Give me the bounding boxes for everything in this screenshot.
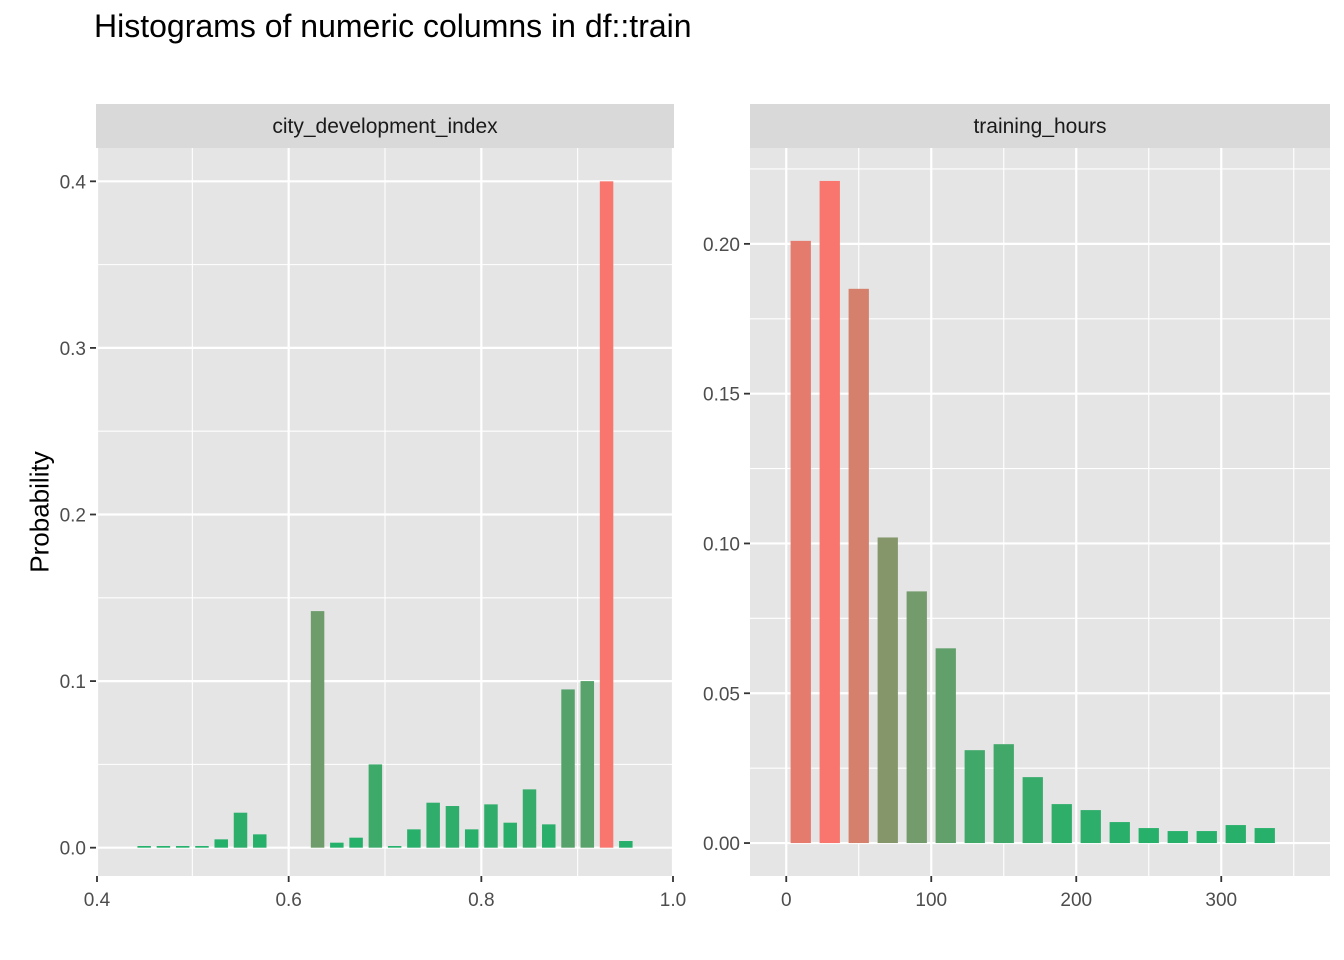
histogram-bar xyxy=(580,681,595,848)
x-tick-label: 0.6 xyxy=(275,890,301,911)
panel-training-hours: training_hours 0 100 200 300 0.00 0.05 0.10 0.15… xyxy=(703,104,1330,911)
histogram-bar xyxy=(1022,777,1043,844)
y-tick-label: 0.10 xyxy=(703,534,740,555)
y-tick-label: 0.15 xyxy=(703,385,740,406)
histogram-bar xyxy=(1225,825,1246,844)
facet-strip xyxy=(96,104,674,148)
histogram-bar xyxy=(1051,804,1072,844)
facet-strip xyxy=(750,104,1330,148)
y-tick-label: 0.0 xyxy=(60,839,86,860)
histogram-bar xyxy=(156,846,171,848)
histogram-bar xyxy=(195,846,209,848)
y-tick-label: 0.1 xyxy=(60,672,86,693)
histogram-bar xyxy=(349,837,363,848)
x-tick-label: 200 xyxy=(1060,890,1092,911)
histogram-bar xyxy=(503,822,517,848)
histogram-bar xyxy=(935,648,956,844)
histogram-bar xyxy=(253,834,267,848)
histogram-bar xyxy=(407,829,421,848)
histogram-bar xyxy=(330,842,344,848)
histogram-bar xyxy=(233,812,248,848)
x-tick-label: 1.0 xyxy=(660,890,686,911)
x-tick-label: 0.8 xyxy=(468,890,494,911)
histogram-bar xyxy=(542,824,556,848)
histogram-bar xyxy=(848,288,869,844)
facet-strip-label: city_development_index xyxy=(272,115,498,138)
y-tick-label: 0.20 xyxy=(703,235,740,256)
histogram-bar xyxy=(1167,831,1188,844)
y-tick-label: 0.2 xyxy=(60,505,86,526)
histogram-bar xyxy=(214,839,228,848)
histogram-bar xyxy=(522,789,537,848)
histogram-bar xyxy=(599,181,614,848)
histogram-bar xyxy=(310,611,325,848)
y-tick-label: 0.05 xyxy=(703,684,740,705)
histogram-bar xyxy=(175,846,190,848)
histogram-bar xyxy=(993,744,1014,844)
facet-strip-label: training_hours xyxy=(973,115,1106,138)
x-tick-label: 0 xyxy=(781,890,792,911)
x-tick-label: 0.4 xyxy=(84,890,111,911)
histogram-bar xyxy=(387,846,402,848)
histogram-bar xyxy=(445,806,460,848)
histogram-bar xyxy=(1109,822,1130,844)
histogram-bar xyxy=(1254,828,1275,844)
y-tick-label: 0.4 xyxy=(60,172,87,193)
histogram-bar xyxy=(426,802,440,848)
histogram-bar xyxy=(464,829,479,848)
x-tick-label: 100 xyxy=(915,890,947,911)
chart-title: Histograms of numeric columns in df::tra… xyxy=(94,8,692,44)
y-tick-label: 0.00 xyxy=(703,834,740,855)
histogram-bar xyxy=(484,804,498,848)
histogram-bar xyxy=(819,180,840,844)
histogram-bar xyxy=(619,841,633,848)
panel-city-development-index: city_development_index 0.4 0.6 0.8 1.0 0.0 0.1… xyxy=(60,104,686,911)
histogram-bar xyxy=(964,750,985,844)
histogram-bar xyxy=(906,591,927,844)
histogram-bar xyxy=(877,537,898,844)
x-tick-label: 300 xyxy=(1205,890,1237,911)
histogram-bar xyxy=(561,689,575,848)
histogram-bar xyxy=(790,240,811,844)
histogram-bar xyxy=(137,846,151,848)
histogram-bar xyxy=(1080,810,1101,844)
histogram-bar xyxy=(368,764,383,848)
histogram-bar xyxy=(1138,828,1159,844)
panel-background xyxy=(750,148,1330,876)
y-tick-label: 0.3 xyxy=(60,339,86,360)
histogram-bar xyxy=(1196,831,1217,844)
